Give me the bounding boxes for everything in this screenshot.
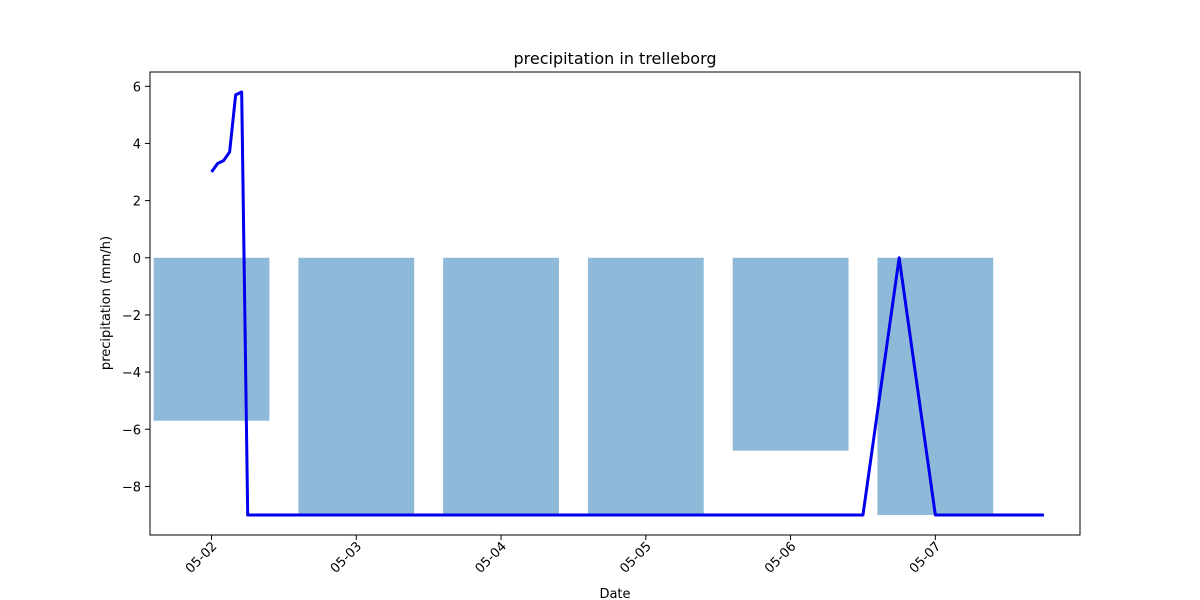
x-tick-label: 05-07 [907, 539, 944, 576]
bar [153, 257, 270, 421]
y-axis-label: precipitation (mm/h) [99, 236, 114, 370]
precipitation-line [210, 90, 1044, 517]
y-tick-label: −8 [122, 480, 141, 495]
plot-frame [149, 71, 1081, 536]
x-axis-label: Date [599, 587, 630, 600]
bars-group [153, 257, 994, 515]
y-tick-label: −6 [122, 423, 141, 438]
bar [443, 257, 559, 515]
y-tick-label: 2 [133, 195, 141, 210]
y-tick-label: 6 [133, 80, 141, 95]
x-tick-label: 05-02 [183, 539, 220, 576]
bar [298, 257, 415, 515]
y-tick-label: 4 [133, 137, 141, 152]
bar [587, 257, 704, 515]
y-tick-label: −2 [122, 309, 141, 324]
bar [732, 257, 849, 451]
x-tick-label: 05-03 [328, 539, 365, 576]
y-tick-label: 0 [133, 252, 141, 267]
line-group [210, 90, 1044, 517]
y-tick-label: −4 [122, 366, 141, 381]
x-tick-label: 05-04 [473, 539, 510, 576]
x-axis: 05-02 05-03 05-04 05-05 05-06 05-07 [183, 535, 944, 577]
y-axis: 6 4 2 0 −2 −4 −6 −8 [122, 80, 150, 495]
x-tick-label: 05-05 [617, 539, 654, 576]
chart-title: precipitation in trelleborg [513, 49, 716, 68]
bar [877, 257, 994, 515]
x-tick-label: 05-06 [762, 539, 799, 576]
